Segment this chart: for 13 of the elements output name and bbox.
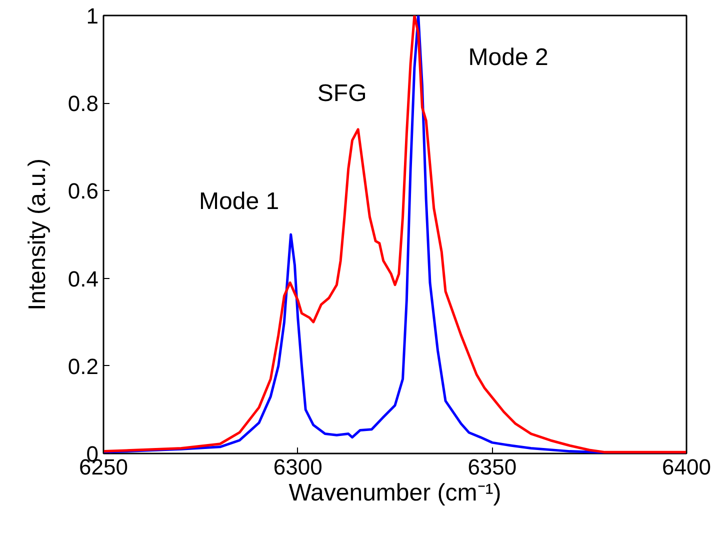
y-tick-label: 1: [86, 4, 99, 28]
y-tick-label: 0.4: [68, 266, 99, 292]
annotation: Mode 2: [468, 44, 548, 71]
annotation: SFG: [317, 80, 367, 107]
x-tick-label: 6300: [273, 454, 322, 480]
y-tick-label: 0.8: [68, 91, 99, 116]
annotation: Mode 1: [199, 188, 280, 215]
x-tick-label: 6350: [468, 454, 517, 480]
y-tick-label: 0.6: [68, 178, 99, 204]
y-axis-title: Intensity (a.u.): [24, 158, 51, 311]
x-tick-label: 6400: [662, 454, 711, 480]
y-tick-label: 0.2: [68, 354, 99, 379]
x-axis-title: Wavenumber (cm⁻¹): [288, 480, 502, 506]
